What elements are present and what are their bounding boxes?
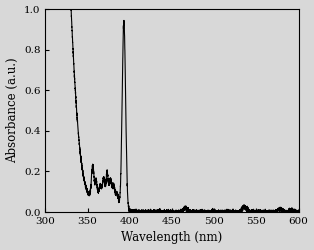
X-axis label: Wavelength (nm): Wavelength (nm) xyxy=(122,232,223,244)
Y-axis label: Absorbance (a.u.): Absorbance (a.u.) xyxy=(6,58,19,163)
